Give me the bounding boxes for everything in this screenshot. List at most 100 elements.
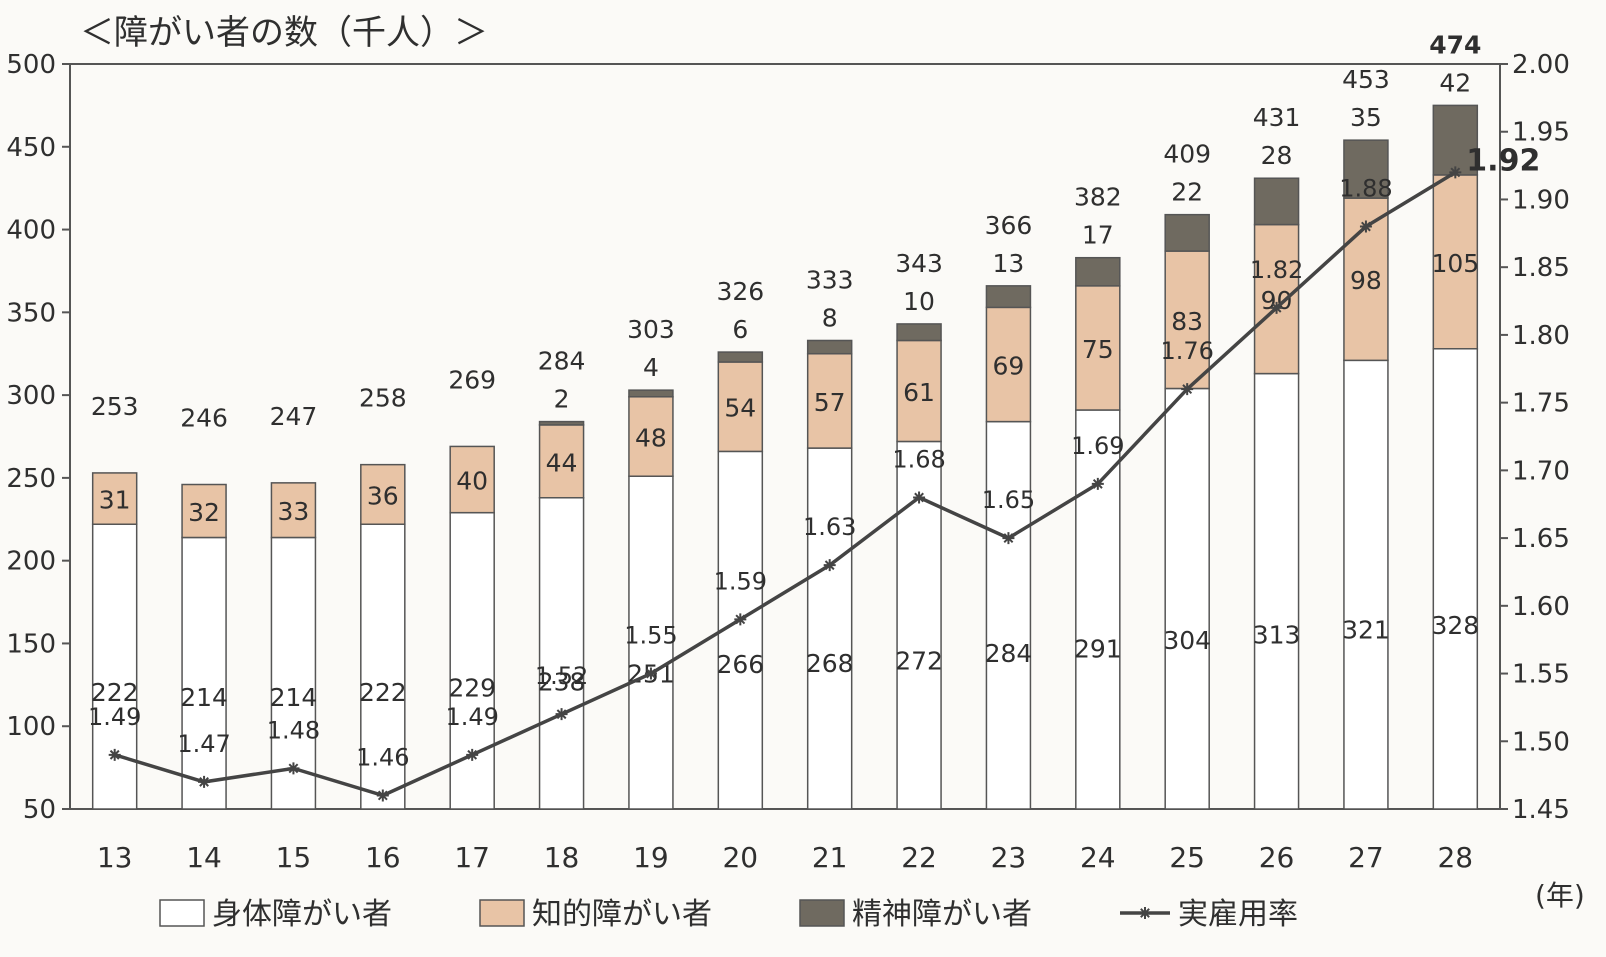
rate-label: 1.63 xyxy=(803,513,856,541)
x-tick-label: 18 xyxy=(544,841,580,874)
data-label-total: 474 xyxy=(1429,30,1481,59)
data-label-total: 453 xyxy=(1342,65,1390,94)
legend-label: 知的障がい者 xyxy=(532,897,712,932)
x-tick-label: 20 xyxy=(722,841,758,874)
y-tick-label: 400 xyxy=(6,216,56,246)
rate-point xyxy=(466,748,479,761)
x-unit-label: (年) xyxy=(1535,879,1585,912)
rate-label: 1.82 xyxy=(1250,256,1303,284)
legend-marker xyxy=(1139,907,1151,919)
rate-label: 1.92 xyxy=(1466,143,1540,178)
rate-label: 1.55 xyxy=(624,622,677,650)
y-tick-label: 100 xyxy=(6,712,56,742)
y-tick-label: 300 xyxy=(6,381,56,411)
x-tick-label: 24 xyxy=(1080,841,1116,874)
data-label-physical: 284 xyxy=(985,639,1033,668)
legend-label: 実雇用率 xyxy=(1178,897,1298,932)
bar-intellectual xyxy=(628,396,674,477)
bar-intellectual xyxy=(806,352,853,449)
data-label-intellectual: 105 xyxy=(1431,249,1479,278)
data-label-physical: 313 xyxy=(1253,621,1301,650)
y2-tick-label: 1.95 xyxy=(1512,118,1570,148)
data-label-total: 269 xyxy=(448,365,496,394)
data-label-mental: 22 xyxy=(1171,178,1203,207)
y2-tick-label: 1.70 xyxy=(1512,456,1570,486)
bar-mental xyxy=(806,339,853,355)
bar-intellectual xyxy=(270,482,317,539)
data-label-mental: 17 xyxy=(1082,221,1114,250)
bar-physical xyxy=(538,497,585,810)
bar-intellectual xyxy=(91,472,138,525)
bar-mental xyxy=(1253,177,1300,226)
legend-swatch xyxy=(479,899,525,927)
x-tick-label: 16 xyxy=(365,841,401,874)
rate-label: 1.59 xyxy=(714,567,767,595)
data-label-intellectual: 61 xyxy=(903,378,935,407)
bar-mental xyxy=(1075,256,1121,287)
legend-label: 身体障がい者 xyxy=(212,897,392,932)
y2-tick-label: 1.85 xyxy=(1512,253,1570,283)
bar-physical xyxy=(1343,359,1389,810)
data-label-intellectual: 32 xyxy=(188,498,220,527)
rate-line xyxy=(114,170,1457,798)
rate-label: 1.88 xyxy=(1339,175,1392,203)
rate-point xyxy=(1091,477,1104,490)
x-tick-label: 26 xyxy=(1259,841,1295,874)
bar-intellectual xyxy=(181,483,227,539)
bar-mental xyxy=(1164,213,1210,252)
y2-tick-label: 1.45 xyxy=(1512,795,1570,825)
data-label-physical: 214 xyxy=(180,683,228,712)
bar-physical xyxy=(1432,348,1479,810)
y-tick-label: 350 xyxy=(6,298,56,328)
y2-tick-label: 1.90 xyxy=(1512,185,1570,215)
bar-physical xyxy=(806,447,853,810)
bar-intellectual xyxy=(1253,223,1300,375)
rate-label: 1.69 xyxy=(1071,432,1124,460)
data-label-total: 382 xyxy=(1074,183,1122,212)
data-label-intellectual: 75 xyxy=(1082,335,1114,364)
y-tick-label: 450 xyxy=(6,133,56,163)
data-label-total: 366 xyxy=(985,211,1033,240)
data-label-intellectual: 31 xyxy=(99,486,131,515)
x-tick-label: 22 xyxy=(901,841,937,874)
bar-intellectual xyxy=(1343,197,1389,362)
bar-mental xyxy=(985,285,1032,309)
bar-intellectual xyxy=(449,445,495,514)
data-label-intellectual: 83 xyxy=(1171,307,1203,336)
x-tick-label: 21 xyxy=(812,841,848,874)
rate-label: 1.65 xyxy=(982,486,1035,514)
x-tick-label: 15 xyxy=(276,841,312,874)
bar-physical xyxy=(181,536,227,810)
data-label-mental: 28 xyxy=(1261,141,1293,170)
data-label-total: 409 xyxy=(1163,140,1211,169)
data-label-mental: 35 xyxy=(1350,103,1382,132)
x-tick-label: 14 xyxy=(186,841,222,874)
rate-label: 1.76 xyxy=(1160,337,1213,365)
data-label-physical: 272 xyxy=(895,646,943,675)
rate-label: 1.49 xyxy=(445,703,498,731)
y-tick-label: 500 xyxy=(6,50,56,80)
bar-mental xyxy=(628,389,674,398)
data-label-intellectual: 48 xyxy=(635,424,667,453)
x-tick-label: 23 xyxy=(991,841,1027,874)
data-label-mental: 13 xyxy=(993,249,1025,278)
y-tick-label: 50 xyxy=(23,795,56,825)
rate-point xyxy=(198,775,211,788)
rate-point xyxy=(913,491,926,504)
bar-physical xyxy=(449,511,495,810)
y2-tick-label: 1.75 xyxy=(1512,389,1570,419)
y2-tick-label: 1.80 xyxy=(1512,321,1570,351)
data-label-intellectual: 44 xyxy=(546,448,578,477)
bar-mental xyxy=(717,351,764,363)
rate-point xyxy=(1449,166,1462,179)
data-label-intellectual: 57 xyxy=(814,388,846,417)
x-tick-label: 25 xyxy=(1169,841,1205,874)
data-label-intellectual: 69 xyxy=(993,351,1025,380)
rate-label: 1.68 xyxy=(892,445,945,473)
data-label-intellectual: 98 xyxy=(1350,266,1382,295)
bar-mental xyxy=(1343,139,1389,199)
y2-tick-label: 1.50 xyxy=(1512,727,1570,757)
rate-label: 1.52 xyxy=(535,662,588,690)
rate-point xyxy=(1181,383,1194,396)
